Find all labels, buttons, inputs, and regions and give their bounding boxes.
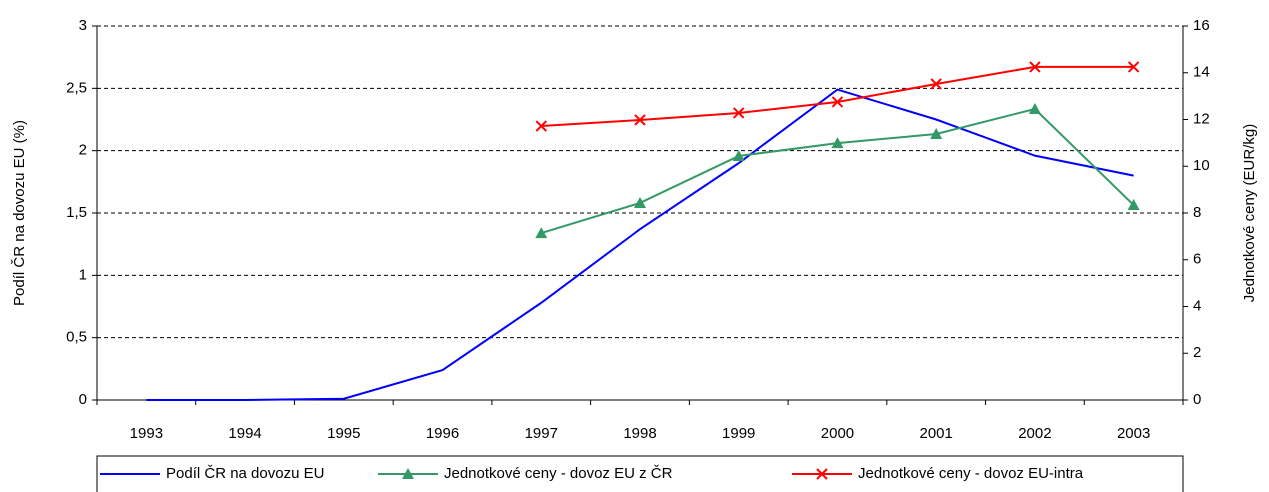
legend-marker [816,468,828,480]
point-marker [930,78,942,90]
x-tick-label: 1997 [525,425,558,442]
x-tick-label: 1999 [722,425,755,442]
y-tick-label: 3 [79,17,87,34]
x-tick-label: 1995 [327,425,360,442]
y-tick-label: 0 [79,391,87,408]
y-tick-label: 0,5 [66,329,87,346]
x-tick-label: 2002 [1018,425,1051,442]
y2-axis-label: Jednotkové ceny (EUR/kg) [1241,124,1258,302]
y2-tick-label: 4 [1193,297,1201,314]
x-tick-label: 1998 [623,425,656,442]
x-tick-label: 1994 [228,425,261,442]
point-marker [535,227,548,239]
y2-tick-label: 8 [1193,204,1201,221]
y2-tick-label: 2 [1193,344,1201,361]
legend-label: Podíl ČR na dovozu EU [166,465,324,482]
point-marker [1127,199,1140,211]
point-marker [831,137,844,149]
point-marker [930,127,943,139]
y-tick-label: 1,5 [66,204,87,221]
x-tick-label: 1993 [130,425,163,442]
y2-tick-label: 12 [1193,110,1210,127]
legend-label: Jednotkové ceny - dovoz EU z ČR [444,465,673,482]
point-marker [634,196,646,208]
series-line [146,88,1134,401]
legend-marker [402,468,414,479]
y-tick-label: 2 [79,142,87,159]
point-marker [1028,102,1041,114]
point-marker [1029,61,1041,73]
x-tick-label: 2000 [821,425,854,442]
point-marker [733,107,745,119]
point-marker [634,114,646,126]
y2-tick-label: 0 [1193,391,1201,408]
point-marker [1127,61,1140,73]
y-tick-label: 1 [79,266,87,283]
point-marker [732,149,745,161]
series-line [541,65,1134,128]
x-tick-label: 1996 [426,425,459,442]
point-marker [831,96,844,108]
y2-tick-label: 6 [1193,251,1201,268]
y-tick-label: 2,5 [66,79,87,96]
legend-box [96,455,1184,492]
point-marker [535,120,547,132]
legend-label: Jednotkové ceny - dovoz EU-intra [858,465,1084,482]
y2-tick-label: 10 [1193,157,1210,174]
series-line [540,107,1135,235]
y2-tick-label: 14 [1193,64,1210,81]
y2-tick-label: 16 [1193,17,1210,34]
y-axis-label: Podíl ČR na dovozu EU (%) [11,120,28,306]
x-tick-label: 2003 [1117,425,1150,442]
x-tick-label: 2001 [919,425,952,442]
